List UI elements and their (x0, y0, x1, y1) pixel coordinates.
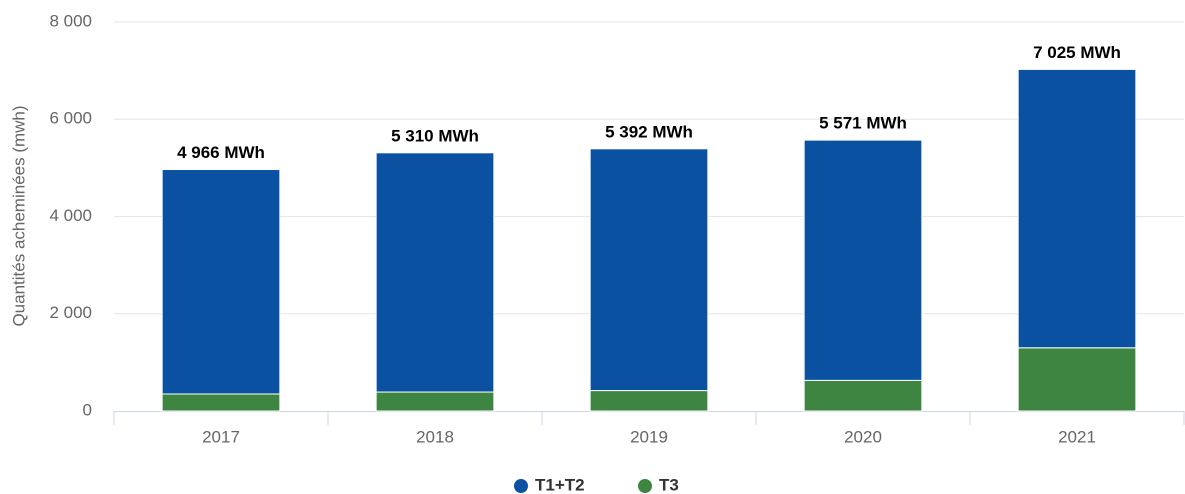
y-tick-label: 8 000 (49, 11, 92, 30)
total-label: 5 571 MWh (819, 114, 907, 133)
bar-segment (589, 148, 709, 392)
legend-marker (514, 479, 528, 493)
y-axis-title: Quantités acheminées (mwh) (9, 105, 28, 326)
bar-segment (375, 391, 495, 412)
bar-segment (589, 390, 709, 412)
x-tick-label: 2020 (844, 427, 882, 446)
total-label: 7 025 MWh (1033, 43, 1121, 62)
y-tick-label: 2 000 (49, 303, 92, 322)
total-label: 5 392 MWh (605, 122, 693, 141)
bar-segment (803, 379, 923, 412)
x-tick-label: 2017 (202, 427, 240, 446)
bar-segment (161, 393, 281, 412)
bar-segment (1017, 68, 1137, 349)
legend-marker (638, 479, 652, 493)
bar-segment (803, 139, 923, 381)
y-tick-label: 4 000 (49, 206, 92, 225)
total-label: 5 310 MWh (391, 126, 479, 145)
bar-segment (375, 152, 495, 393)
x-tick-label: 2018 (416, 427, 454, 446)
legend-label: T3 (659, 475, 679, 494)
x-tick-label: 2021 (1058, 427, 1096, 446)
x-tick-label: 2019 (630, 427, 668, 446)
legend-label: T1+T2 (535, 475, 585, 494)
y-tick-label: 0 (83, 400, 92, 419)
total-label: 4 966 MWh (177, 143, 265, 162)
bar-segment (161, 169, 281, 395)
bar-segment (1017, 347, 1137, 412)
y-tick-label: 6 000 (49, 109, 92, 128)
